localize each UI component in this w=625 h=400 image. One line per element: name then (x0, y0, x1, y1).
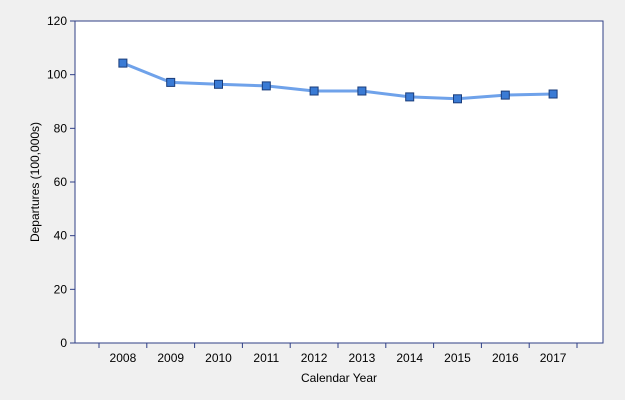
data-point-marker (405, 92, 415, 102)
data-point-marker (453, 94, 462, 104)
x-axis-title: Calendar Year (301, 371, 377, 385)
x-tick-label: 2017 (540, 351, 567, 365)
y-tick-label: 100 (47, 68, 67, 82)
x-tick-label: 2011 (253, 351, 279, 365)
data-point-marker (357, 86, 367, 96)
data-point-marker (548, 89, 558, 99)
x-tick-label: 2014 (396, 351, 423, 365)
y-axis-title: Departures (100,000s) (28, 122, 42, 242)
data-point-marker (261, 81, 271, 91)
data-markers (118, 58, 558, 104)
y-tick-label: 20 (54, 282, 68, 296)
data-point-marker (118, 58, 128, 68)
x-tick-label: 2010 (205, 351, 232, 365)
y-tick-label: 60 (54, 175, 68, 189)
y-tick-label: 80 (54, 121, 68, 135)
x-tick-label: 2008 (110, 351, 137, 365)
y-tick-label: 120 (47, 14, 67, 28)
y-axis-ticks: 0 20 40 60 80 100 120 (47, 14, 75, 350)
plot-area (74, 20, 604, 344)
data-point-marker (214, 79, 223, 89)
x-tick-label: 2012 (301, 351, 328, 365)
y-tick-label: 40 (54, 229, 68, 243)
data-point-marker (309, 86, 319, 96)
x-tick-label: 2016 (492, 351, 519, 365)
y-tick-label: 0 (60, 336, 67, 350)
x-tick-label: 2015 (444, 351, 471, 365)
data-point-marker (166, 77, 176, 87)
series-line (122, 61, 554, 101)
x-axis-ticks: 2008 2009 2010 2011 2012 2013 2014 2015 2016 2017 (98, 343, 578, 365)
x-tick-label: 2009 (157, 351, 184, 365)
x-tick-label: 2013 (349, 351, 376, 365)
data-point-marker (500, 90, 510, 100)
